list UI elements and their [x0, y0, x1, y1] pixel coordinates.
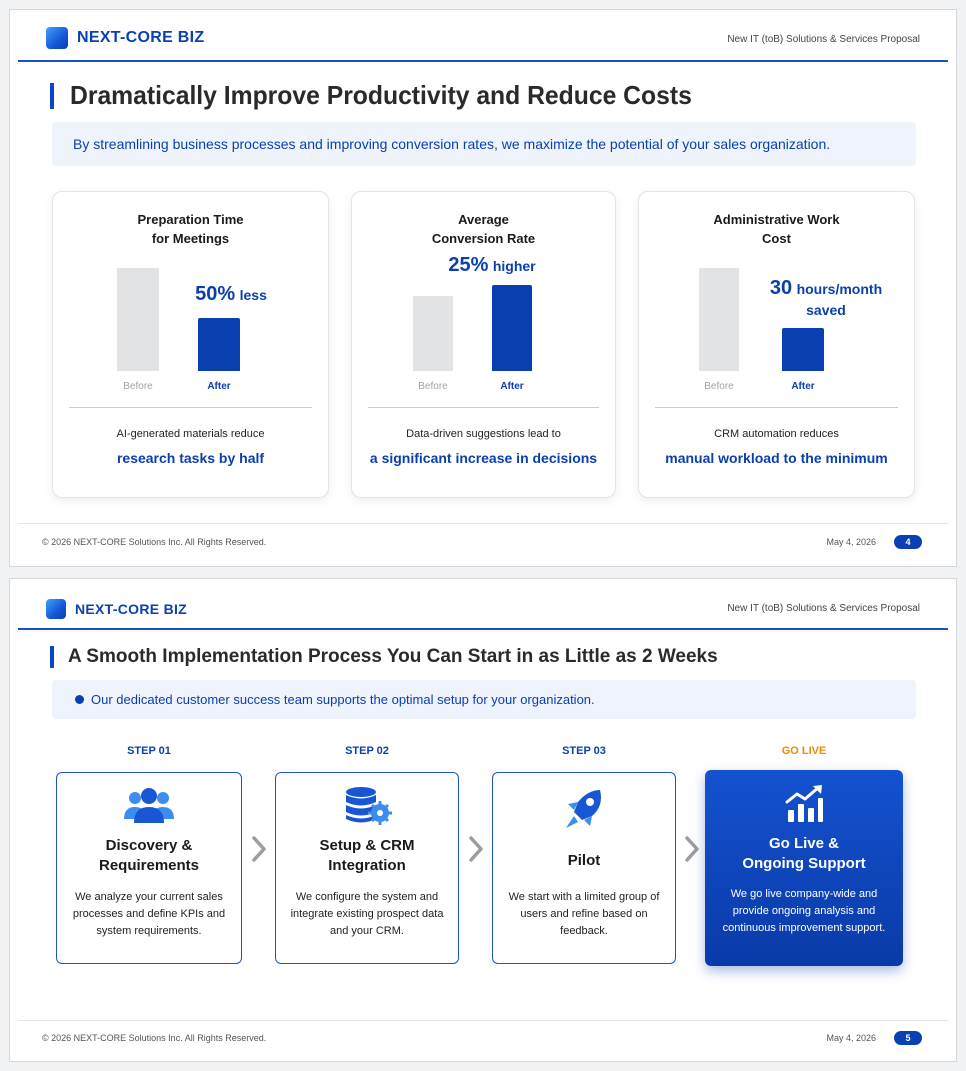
metric-card-conversion-rate: Average Conversion Rate 25% higher Befor… — [351, 191, 616, 498]
footer-divider — [18, 523, 948, 524]
banner-text: Our dedicated customer success team supp… — [91, 692, 595, 707]
title-accent-bar — [50, 646, 54, 668]
step-title: Discovery & Requirements — [98, 837, 200, 874]
footer-date: May 4, 2026 — [826, 537, 876, 547]
footer-date: May 4, 2026 — [826, 1033, 876, 1043]
card-highlight: research tasks by half — [116, 450, 265, 466]
step-label: STEP 02 — [345, 745, 389, 757]
before-bar — [117, 268, 159, 371]
bullet-dot-icon — [75, 695, 84, 704]
database-gear-icon — [346, 787, 392, 825]
step-title: Setup & CRM Integration — [319, 837, 415, 874]
step-description: We start with a limited group of users a… — [508, 891, 660, 937]
card-title: Average Conversion Rate — [431, 212, 536, 246]
page-title: A Smooth Implementation Process You Can … — [68, 646, 718, 667]
logo-mark-icon — [46, 27, 68, 49]
step-label-go-live: GO LIVE — [781, 745, 827, 757]
after-label: After — [207, 381, 231, 392]
step-title: Pilot — [567, 852, 601, 869]
after-bar — [782, 328, 824, 371]
card-highlight: a significant increase in decisions — [369, 450, 598, 466]
intro-banner: By streamlining business processes and i… — [52, 122, 916, 166]
header-divider — [18, 60, 948, 62]
footer-divider — [18, 1020, 948, 1021]
before-bar — [413, 296, 453, 371]
chevron-right-icon — [252, 836, 266, 862]
after-bar — [198, 318, 240, 371]
step-card-pilot: Pilot We start with a limited group of u… — [492, 772, 676, 964]
chevron-right-icon — [685, 836, 699, 862]
slide-title-block: A Smooth Implementation Process You Can … — [50, 646, 718, 668]
step-label: STEP 03 — [562, 745, 606, 757]
card-divider — [69, 407, 312, 408]
before-label: Before — [704, 381, 734, 392]
before-bar — [699, 268, 739, 371]
page-number-badge: 5 — [894, 1031, 922, 1045]
metric-value: 30 hours/month saved — [769, 277, 883, 318]
slide-5: NEXT-CORE BIZ New IT (toB) Solutions & S… — [9, 578, 957, 1062]
card-title: Administrative Work Cost — [713, 212, 840, 246]
logo-mark-icon — [46, 599, 66, 619]
chevron-right-icon — [469, 836, 483, 862]
step-description: We go live company-wide and provide ongo… — [722, 888, 886, 934]
intro-banner: Our dedicated customer success team supp… — [52, 680, 916, 719]
card-divider — [368, 407, 599, 408]
growth-chart-icon — [785, 785, 823, 822]
brand-logo: NEXT-CORE BIZ — [46, 599, 187, 619]
page-number-badge: 4 — [894, 535, 922, 549]
footer-copyright: © 2026 NEXT-CORE Solutions Inc. All Righ… — [42, 1033, 267, 1043]
before-label: Before — [123, 381, 153, 392]
metric-value: 25% higher — [448, 254, 536, 276]
header-tagline: New IT (toB) Solutions & Services Propos… — [727, 34, 920, 45]
title-accent-bar — [50, 82, 54, 109]
after-bar — [492, 285, 532, 371]
page-title: Dramatically Improve Productivity and Re… — [70, 80, 692, 110]
step-description: We analyze your current sales processes … — [72, 891, 226, 937]
step-title: Go Live & Ongoing Support — [742, 835, 866, 872]
card-highlight: manual workload to the minimum — [665, 450, 888, 466]
step-card-discovery: Discovery & Requirements We analyze your… — [56, 772, 242, 964]
after-label: After — [791, 381, 815, 392]
card-subtext: AI-generated materials reduce — [116, 428, 265, 440]
metric-card-preparation-time: Preparation Time for Meetings 50% less B… — [52, 191, 329, 498]
metric-value: 50% less — [195, 283, 267, 305]
slide-4: NEXT-CORE BIZ New IT (toB) Solutions & S… — [9, 9, 957, 567]
brand-name: NEXT-CORE BIZ — [75, 601, 188, 617]
slide-title-block: Dramatically Improve Productivity and Re… — [50, 80, 725, 111]
before-label: Before — [418, 381, 448, 392]
card-title: Preparation Time for Meetings — [137, 212, 244, 246]
metric-card-admin-cost: Administrative Work Cost 30 hours/month … — [638, 191, 915, 498]
step-label: STEP 01 — [127, 745, 171, 757]
brand-name: NEXT-CORE BIZ — [77, 29, 205, 46]
brand-logo: NEXT-CORE BIZ — [46, 27, 204, 49]
card-subtext: Data-driven suggestions lead to — [406, 428, 561, 440]
card-subtext: CRM automation reduces — [714, 428, 839, 440]
step-description: We configure the system and integrate ex… — [290, 891, 444, 937]
step-card-setup: Setup & CRM Integration We configure the… — [275, 772, 459, 964]
footer-copyright: © 2026 NEXT-CORE Solutions Inc. All Righ… — [42, 537, 267, 547]
card-divider — [655, 407, 898, 408]
users-icon — [124, 788, 174, 823]
step-card-go-live: Go Live & Ongoing Support We go live com… — [705, 770, 903, 966]
rocket-icon — [566, 790, 601, 828]
after-label: After — [500, 381, 524, 392]
header-tagline: New IT (toB) Solutions & Services Propos… — [727, 603, 920, 614]
header-divider — [18, 628, 948, 630]
